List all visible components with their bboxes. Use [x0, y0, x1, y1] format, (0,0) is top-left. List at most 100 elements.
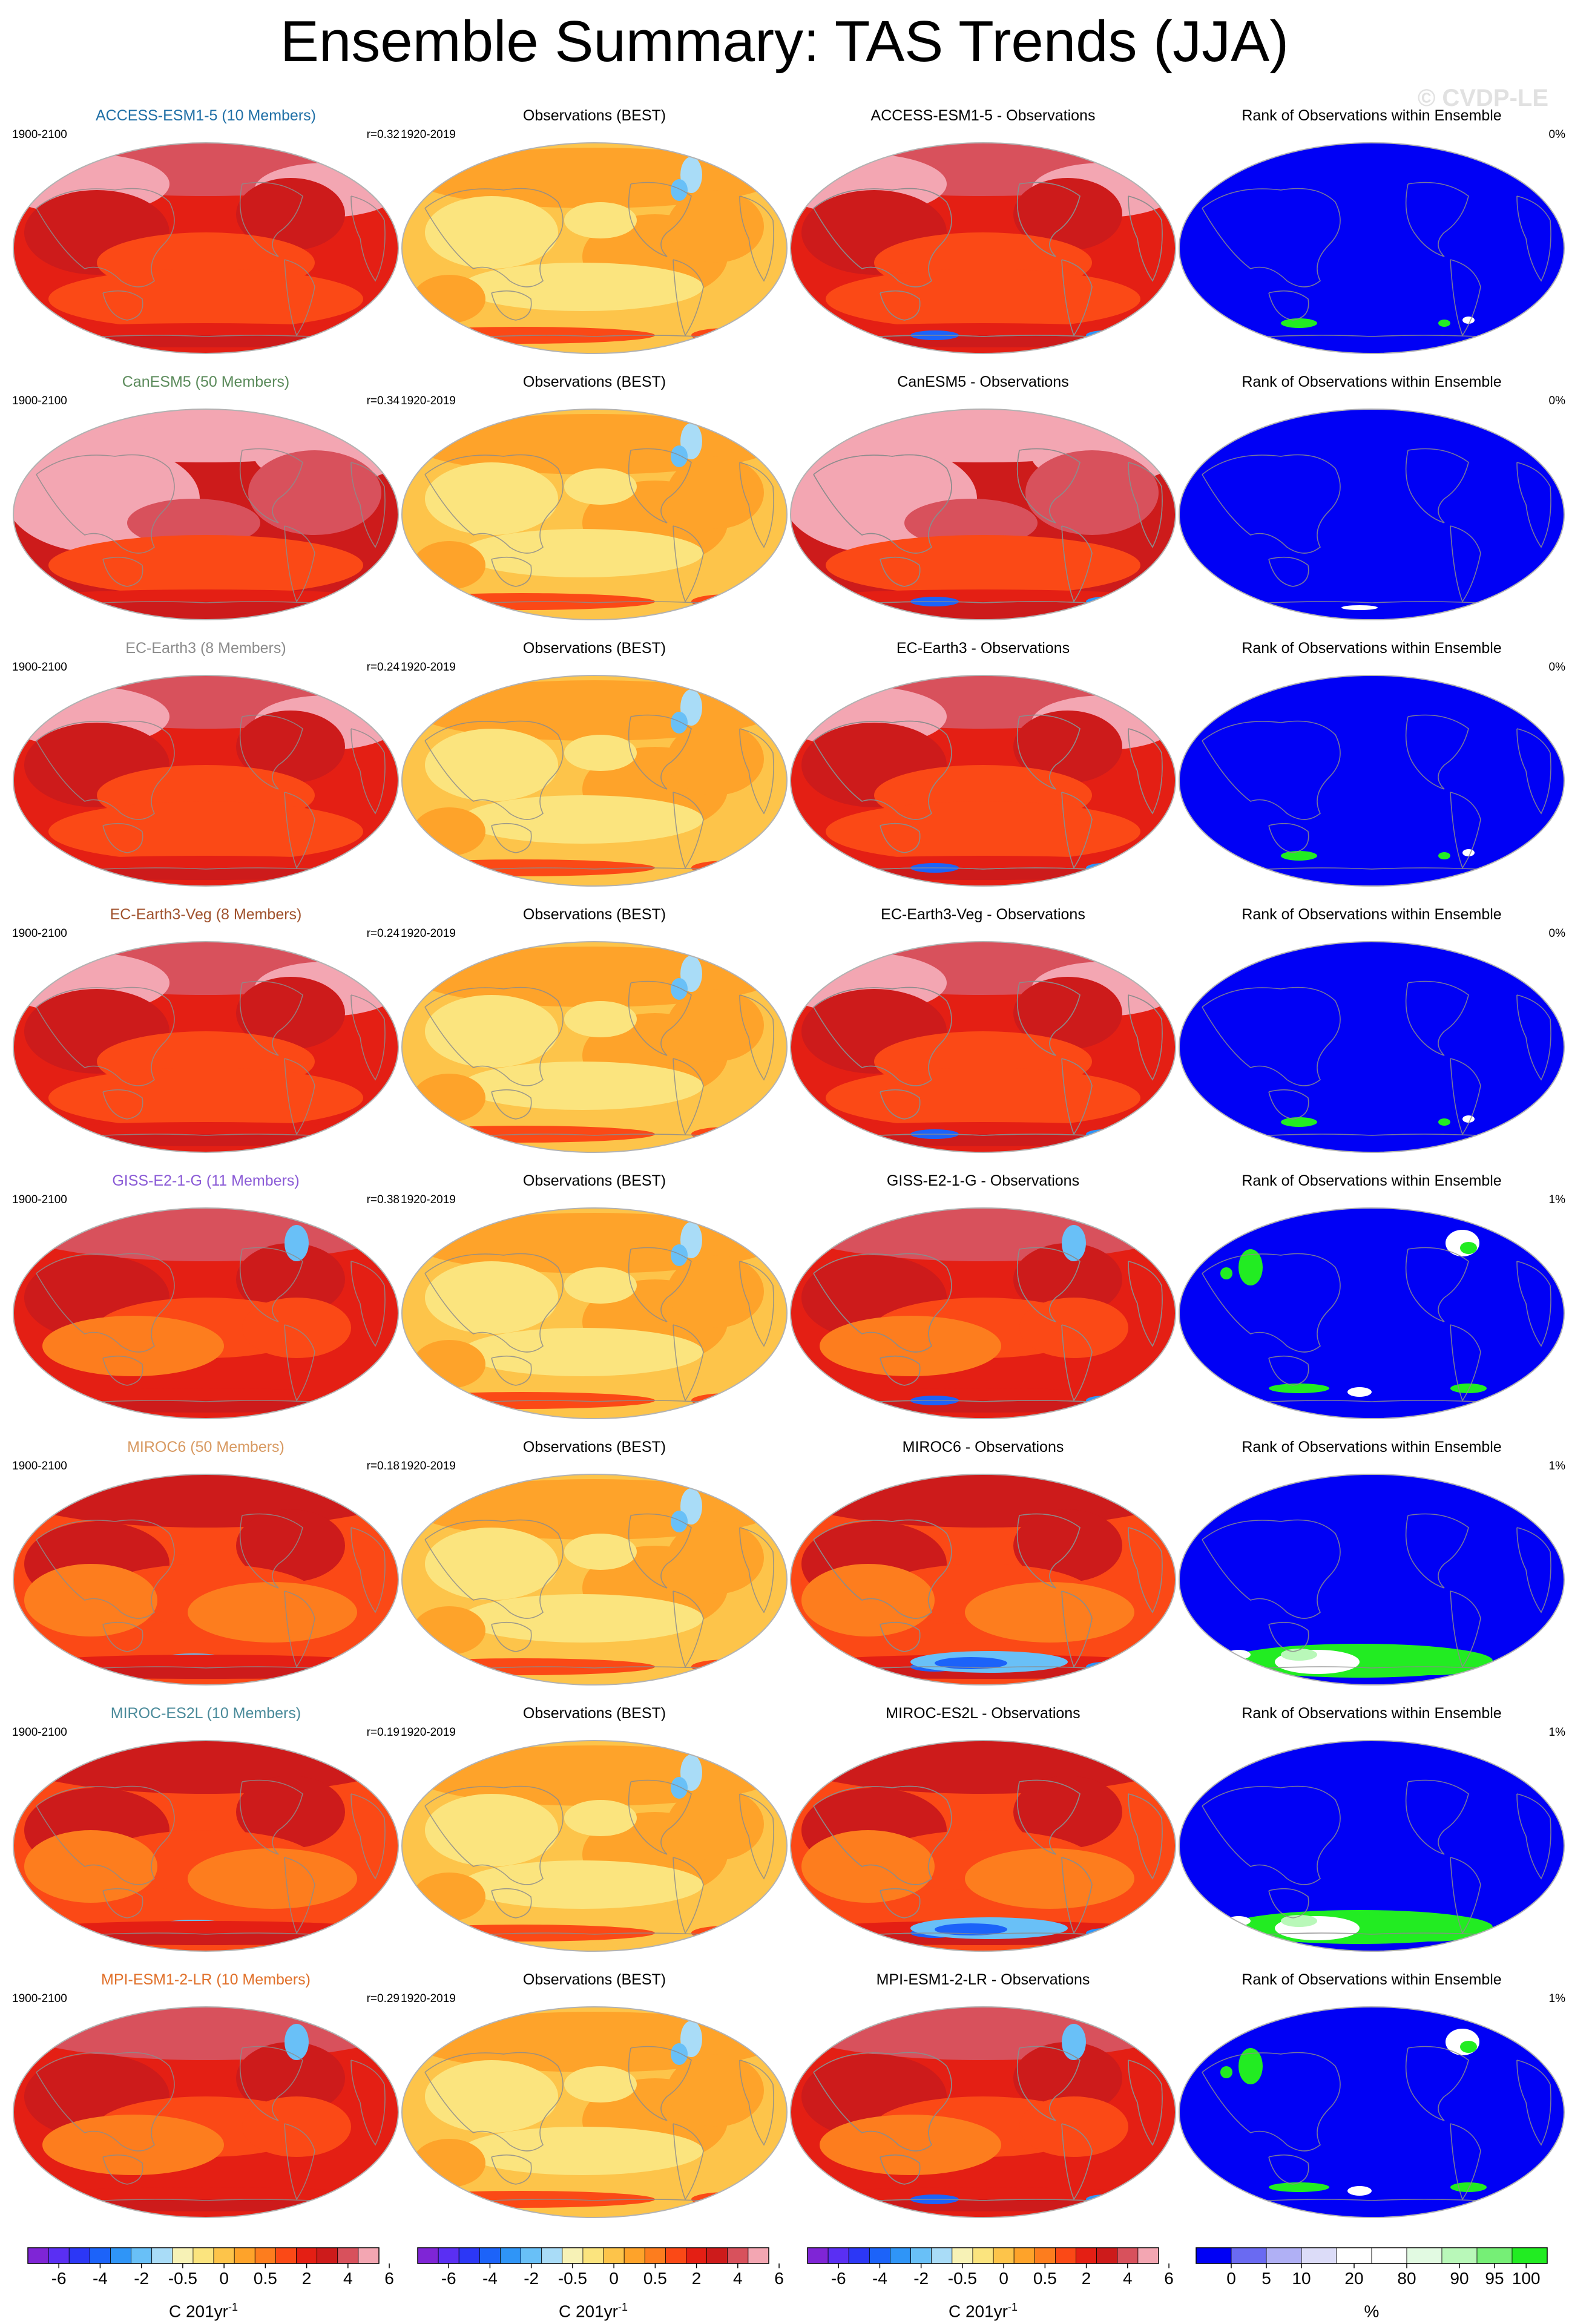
obs-period-label: 1920-2019	[401, 1726, 456, 1739]
pattern-correlation-label: r=0.19	[366, 1726, 400, 1739]
colorbar-tick-label: 6	[384, 2269, 394, 2288]
diff-map	[789, 1739, 1177, 1952]
diff-trend-map-graphic	[789, 1207, 1177, 1419]
rank-percent-label: 1%	[1548, 1460, 1565, 1472]
panel-rank-row-2: Rank of Observations within Ensemble 0%	[1178, 373, 1565, 627]
diff-trend-map-graphic	[789, 409, 1177, 620]
colorbar-4: 0 5 10 20 80 90 95 100%	[1196, 2245, 1548, 2321]
panel-obs-row-8: Observations (BEST) 1920-2019	[401, 1971, 788, 2225]
model-map	[12, 1473, 400, 1686]
colorbar-tick-label: 100	[1512, 2269, 1541, 2288]
colorbar-tick-label: -6	[441, 2269, 456, 2288]
obs-trend-map-graphic	[401, 1474, 788, 1686]
colorbar-swatch	[337, 2247, 359, 2264]
colorbar-swatch	[275, 2247, 297, 2264]
diff-trend-map-graphic	[789, 1474, 1177, 1686]
colorbar-swatch	[1266, 2247, 1302, 2264]
model-trend-map-graphic	[12, 1740, 400, 1952]
rank-percent-label: 0%	[1548, 661, 1565, 674]
model-map	[12, 674, 400, 887]
colorbar-swatch	[1117, 2247, 1139, 2264]
colorbar-swatch	[748, 2247, 769, 2264]
colorbar-swatch	[1511, 2247, 1548, 2264]
diff-map	[789, 408, 1177, 621]
pattern-correlation-label: r=0.34	[366, 395, 400, 407]
colorbar-unit-label: C 201yr-1	[418, 2297, 769, 2321]
colorbar-swatch	[1076, 2247, 1097, 2264]
panel-title-diff: GISS-E2-1-G - Observations	[886, 1172, 1080, 1189]
colorbar-swatch	[438, 2247, 459, 2264]
model-trend-map-graphic	[12, 1207, 400, 1419]
colorbar-swatch	[603, 2247, 625, 2264]
colorbar-swatch	[151, 2247, 173, 2264]
obs-period-label: 1920-2019	[401, 1460, 456, 1472]
model-map	[12, 408, 400, 621]
colorbar-swatch	[254, 2247, 276, 2264]
rank-map	[1178, 408, 1565, 621]
colorbar-swatch	[521, 2247, 542, 2264]
colorbar-tick-label: -2	[134, 2269, 149, 2288]
colorbar-swatch	[727, 2247, 749, 2264]
diff-map	[789, 940, 1177, 1154]
colorbar-unit-label: %	[1196, 2297, 1547, 2321]
colorbar-swatch	[358, 2247, 380, 2264]
diff-map	[789, 1207, 1177, 1420]
panel-title-rank: Rank of Observations within Ensemble	[1242, 1705, 1502, 1722]
colorbar-swatch	[1196, 2247, 1232, 2264]
panel-obs-row-6: Observations (BEST) 1920-2019	[401, 1438, 788, 1692]
obs-map	[401, 408, 788, 621]
panel-model-row-7: MIROC-ES2L (10 Members) 1900-2100 r=0.19	[12, 1704, 400, 1958]
colorbar-swatch	[541, 2247, 563, 2264]
colorbar-swatch	[1096, 2247, 1118, 2264]
obs-map	[401, 674, 788, 887]
obs-trend-map-graphic	[401, 409, 788, 620]
colorbar-swatch	[27, 2247, 49, 2264]
obs-map	[401, 940, 788, 1154]
model-trend-map-graphic	[12, 675, 400, 887]
obs-trend-map-graphic	[401, 941, 788, 1153]
colorbar-graphic: -6 -4 -2 -0.5 0 0.5 2 4 6	[417, 2247, 784, 2288]
obs-map	[401, 1207, 788, 1420]
colorbar-swatch	[1406, 2247, 1442, 2264]
colorbar-tick-label: 95	[1485, 2269, 1504, 2288]
model-period-label: 1900-2100	[12, 927, 67, 940]
diff-map	[789, 142, 1177, 355]
colorbar-1: -6 -4 -2 -0.5 0 0.5 2 4 6 C 201yr-1	[27, 2245, 394, 2320]
model-map	[12, 940, 400, 1154]
panel-rank-row-4: Rank of Observations within Ensemble 0%	[1178, 905, 1565, 1160]
rank-map	[1178, 1207, 1565, 1420]
obs-trend-map-graphic	[401, 142, 788, 354]
panel-title-diff: CanESM5 - Observations	[897, 373, 1069, 390]
panel-diff-row-3: EC-Earth3 - Observations	[789, 639, 1177, 893]
panel-diff-row-7: MIROC-ES2L - Observations	[789, 1704, 1177, 1958]
panel-title-obs: Observations (BEST)	[522, 1172, 666, 1189]
colorbar-tick-label: 4	[1123, 2269, 1133, 2288]
panel-model-row-4: EC-Earth3-Veg (8 Members) 1900-2100 r=0.24	[12, 905, 400, 1160]
panel-title-model: ACCESS-ESM1-5 (10 Members)	[96, 107, 316, 124]
colorbar-tick-label: -2	[913, 2269, 929, 2288]
panel-title-obs: Observations (BEST)	[522, 640, 666, 657]
colorbar-tick-label: 0	[999, 2269, 1008, 2288]
model-trend-map-graphic	[12, 941, 400, 1153]
obs-period-label: 1920-2019	[401, 661, 456, 674]
pattern-correlation-label: r=0.24	[366, 661, 400, 674]
colorbar-swatch	[562, 2247, 584, 2264]
colorbar-swatch	[417, 2247, 439, 2264]
colorbar-swatch	[1371, 2247, 1407, 2264]
model-trend-map-graphic	[12, 409, 400, 620]
colorbar-swatch	[582, 2247, 604, 2264]
panel-obs-row-4: Observations (BEST) 1920-2019	[401, 905, 788, 1160]
watermark: © CVDP-LE	[1417, 85, 1548, 111]
colorbar-tick-label: 4	[733, 2269, 743, 2288]
rank-trend-map-graphic	[1178, 675, 1565, 887]
model-map	[12, 142, 400, 355]
colorbar-unit-base: C 201yr	[948, 2302, 1008, 2321]
colorbar-3: -6 -4 -2 -0.5 0 0.5 2 4 6 C 201yr-1	[807, 2245, 1174, 2321]
page-title: Ensemble Summary: TAS Trends (JJA)	[280, 9, 1289, 74]
panel-model-row-1: ACCESS-ESM1-5 (10 Members) 1900-2100 r=0.3…	[12, 107, 400, 361]
colorbar-tick-label: 90	[1450, 2269, 1469, 2288]
panel-diff-row-8: MPI-ESM1-2-LR - Observations	[789, 1971, 1177, 2225]
colorbar-swatch	[644, 2247, 666, 2264]
panel-title-obs: Observations (BEST)	[522, 373, 666, 390]
rank-map	[1178, 1473, 1565, 1686]
